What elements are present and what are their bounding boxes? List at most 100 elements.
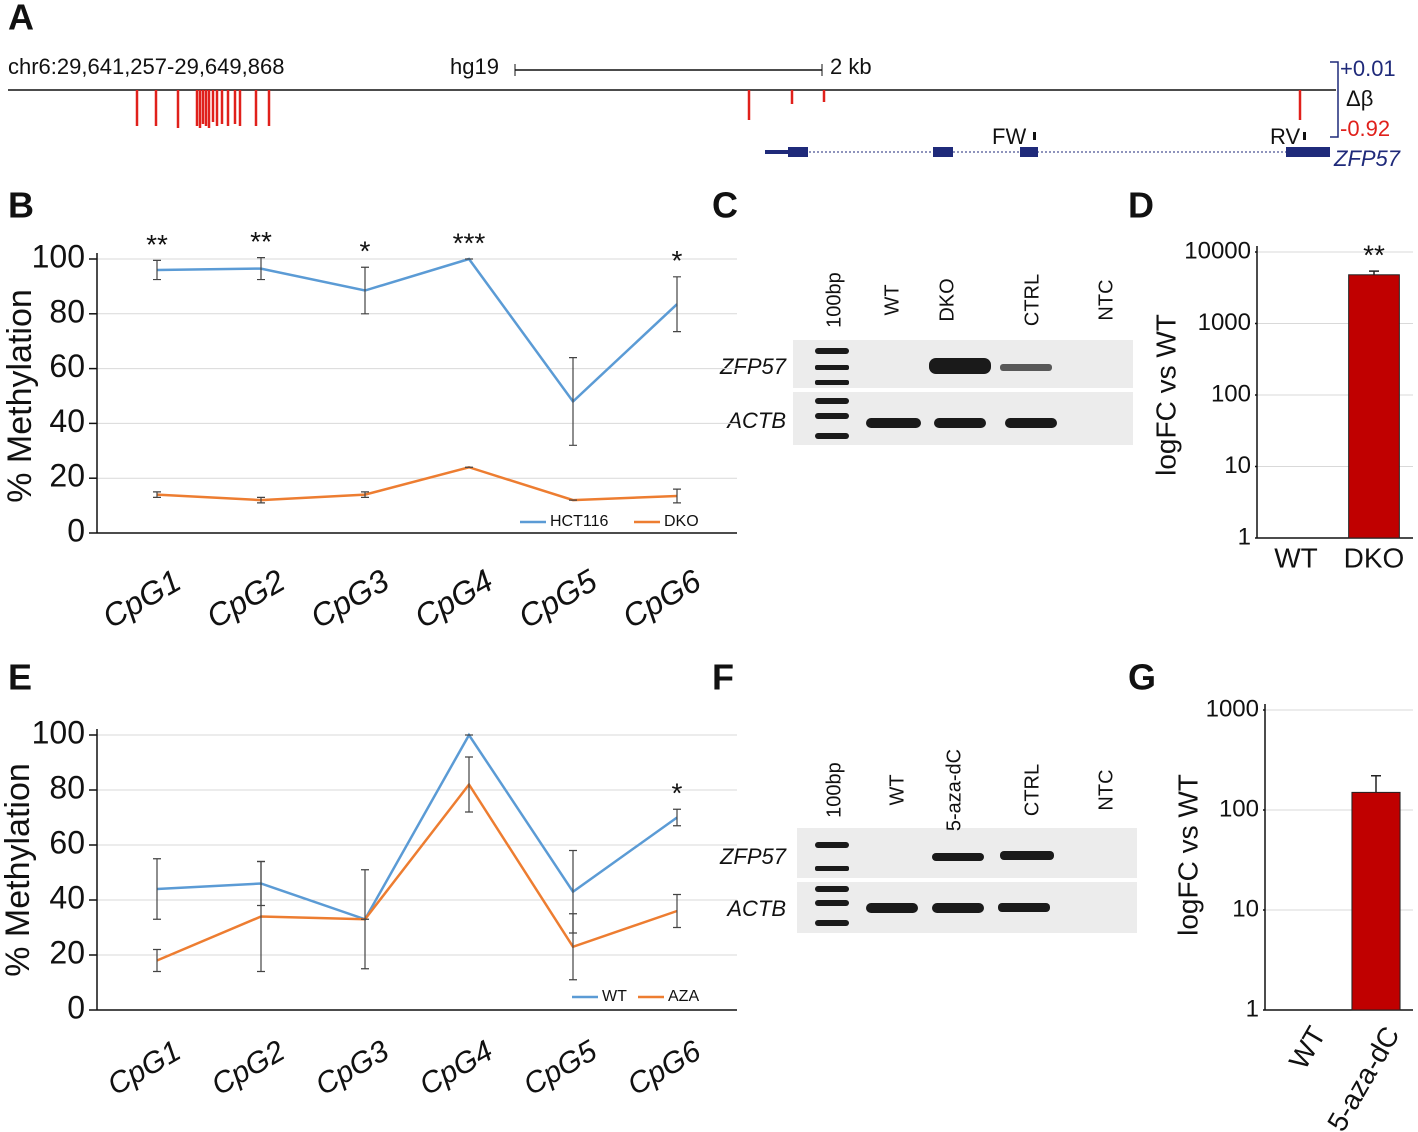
error-bar (673, 808, 681, 827)
y-axis-label: % Methylation (0, 763, 37, 977)
y-tick-label: 10000 (1184, 237, 1251, 264)
y-tick-label: 40 (49, 879, 85, 915)
gel-bands (815, 842, 1054, 926)
primer-mark (1033, 132, 1036, 140)
y-tick-label: 60 (49, 824, 85, 860)
track-panel: A chr6:29,641,257-29,649,868 hg19 2 kb +… (8, 0, 1401, 171)
scale-label: 2 kb (830, 54, 872, 79)
error-bar (257, 496, 265, 504)
y-tick-label: 1000 (1198, 309, 1251, 336)
panel-letter: G (1128, 657, 1156, 698)
significance: * (360, 236, 371, 267)
error-bar (569, 913, 577, 981)
gel-row-label: ZFP57 (719, 354, 787, 379)
error-bar (673, 893, 681, 929)
gel-row-label: ZFP57 (719, 844, 787, 869)
x-tick-label: CpG5 (512, 562, 603, 635)
series-line (156, 465, 678, 502)
series-line (156, 732, 678, 921)
y-tick-label: 1000 (1206, 695, 1259, 722)
delta-label: Δβ (1346, 86, 1373, 111)
significance: ** (146, 229, 168, 260)
y-tick-label: 10 (1224, 452, 1251, 479)
x-tick-label: CpG4 (408, 562, 498, 635)
panel-letter: C (712, 185, 738, 226)
error-bar (153, 858, 161, 920)
error-bar (361, 266, 369, 315)
panel-letter: F (712, 657, 734, 698)
significance: * (672, 778, 683, 809)
significance: * (672, 245, 683, 276)
error-bar (153, 259, 161, 281)
x-tick-label: CpG1 (102, 1034, 186, 1102)
bar (1351, 791, 1401, 1011)
y-tick-label: 100 (1211, 380, 1251, 407)
primer-label: RV (1270, 124, 1300, 149)
error-bar (361, 491, 369, 498)
y-tick-label: 20 (49, 458, 85, 494)
y-tick-label: 60 (49, 348, 85, 384)
significance: *** (453, 227, 486, 258)
series-line (156, 782, 678, 962)
error-bar (1371, 775, 1381, 793)
error-bar (673, 276, 681, 333)
x-tick-label: WT (1283, 1021, 1332, 1074)
y-tick-label: 100 (32, 238, 85, 274)
x-tick-label: CpG6 (616, 562, 707, 635)
bar (1348, 274, 1400, 539)
error-bar (257, 860, 265, 973)
error-bar (361, 869, 369, 970)
error-bar (153, 948, 161, 973)
x-tick-label: CpG4 (414, 1034, 498, 1102)
gel-lane-label: WT (886, 774, 908, 805)
y-tick-label: 80 (49, 769, 85, 805)
significance: ** (250, 226, 272, 257)
y-tick-label: 100 (32, 714, 85, 750)
gel-lane-label: WT (881, 284, 903, 315)
y-tick-label: 80 (49, 293, 85, 329)
x-tick-label: CpG2 (206, 1034, 291, 1102)
y-tick-label: 20 (49, 934, 85, 970)
series-line (156, 257, 678, 404)
significance: ** (1363, 240, 1385, 271)
x-tick-label: CpG5 (518, 1034, 603, 1102)
x-tick-label: 5-aza-dC (1321, 1021, 1405, 1132)
delta-bars (135, 90, 1302, 128)
gel-lane-label: NTC (1095, 279, 1117, 320)
gel-bands (815, 348, 1057, 439)
legend-label: WT (602, 988, 627, 1005)
x-tick-label: CpG3 (310, 1034, 395, 1102)
y-tick-label: 100 (1219, 795, 1259, 822)
gel-panel: F (712, 657, 1137, 933)
delta-bracket (1330, 61, 1339, 138)
panel-letter: D (1128, 185, 1154, 226)
y-tick-label: 0 (67, 989, 85, 1025)
error-bar (153, 491, 161, 498)
y-tick-label: 1 (1238, 523, 1251, 550)
error-bar (673, 488, 681, 504)
legend-label: HCT116 (550, 513, 608, 530)
error-bar (569, 357, 577, 446)
x-tick-label: CpG6 (622, 1034, 707, 1102)
y-tick-label: 0 (67, 512, 85, 548)
gel-lane-label: 5-aza-dC (943, 749, 965, 831)
delta-min: -0.92 (1340, 116, 1390, 141)
y-axis-label: % Methylation (1, 289, 39, 503)
gel-panel: C (712, 185, 1133, 445)
panel-letter: A (8, 0, 34, 38)
gel-lane-label: NTC (1095, 769, 1117, 810)
region: chr6:29,641,257-29,649,868 (8, 54, 284, 79)
gel-lane-label: 100bp (823, 762, 845, 818)
x-tick-label: CpG2 (200, 562, 291, 635)
error-bar (1369, 270, 1379, 275)
gel-lane-label: DKO (936, 278, 958, 321)
legend-label: AZA (668, 988, 699, 1005)
x-tick-label: CpG1 (96, 562, 186, 635)
panel-letter: E (8, 657, 32, 698)
primer-mark (1303, 132, 1306, 140)
x-tick-label: CpG3 (304, 562, 395, 635)
y-axis-label: logFC vs WT (1150, 314, 1181, 476)
panel-letter: B (8, 185, 34, 226)
assembly: hg19 (450, 54, 499, 79)
